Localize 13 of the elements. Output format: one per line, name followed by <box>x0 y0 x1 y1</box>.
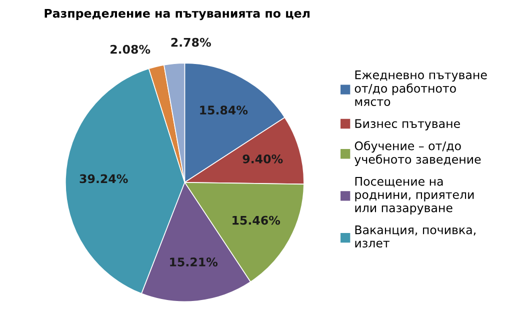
data-label: 9.40% <box>242 154 283 164</box>
data-label: 15.46% <box>232 216 280 225</box>
data-label: 15.84% <box>200 106 248 115</box>
legend-label: Обучение – от/до учебното заведение <box>354 140 481 166</box>
legend-label: Ежедневно пътуване от/до работното място <box>354 70 487 106</box>
data-label: 15.21% <box>170 258 218 266</box>
legend-label: Ваканция, почивка, излет <box>355 226 476 248</box>
data-label: 39.24% <box>80 174 128 184</box>
legend-label: Бизнес пътуване <box>355 119 460 130</box>
chart-title: Разпределение на пътуванията по цел <box>44 8 310 20</box>
data-label: 2.78% <box>171 38 211 47</box>
legend-label: Посещение на роднини, приятели или пазаруване <box>355 177 474 215</box>
data-label: 2.08% <box>110 44 150 54</box>
